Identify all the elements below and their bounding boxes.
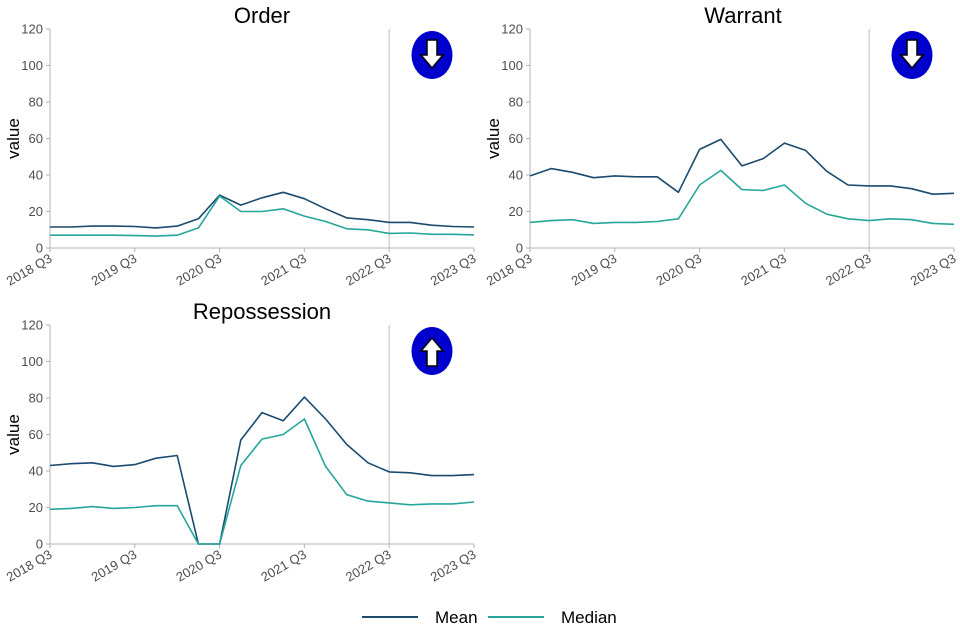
- series-line-median: [49, 418, 475, 545]
- series-line-median: [50, 195, 475, 237]
- arrow-up-icon: [411, 327, 453, 375]
- y-tick-label: 100: [21, 58, 43, 73]
- panel-warrant: Warrant value 0 20 40 60 80 100 120 2018 Q3 2019 Q…: [484, 3, 959, 289]
- x-tick-label: 2023 Q3: [428, 251, 479, 289]
- x-tick-label: 2023 Q3: [428, 547, 479, 585]
- y-tick-label: 20: [29, 204, 43, 219]
- y-tick-label: 100: [21, 354, 43, 369]
- x-tick-label: 2018 Q3: [484, 251, 535, 289]
- x-tick-label: 2019 Q3: [89, 547, 140, 585]
- y-axis-label: value: [4, 118, 23, 159]
- panel-order: Order value 0 20 40 60 80 100 120 2018 Q3 2019 Q3 2…: [4, 3, 479, 289]
- y-tick-label: 60: [29, 427, 43, 442]
- y-tick-label: 80: [29, 391, 43, 406]
- x-tick-label: 2022 Q3: [823, 251, 874, 289]
- series-line-mean: [49, 396, 475, 545]
- legend-median-label: Median: [561, 608, 617, 627]
- x-tick-label: 2022 Q3: [343, 251, 394, 289]
- x-tick-label: 2019 Q3: [569, 251, 620, 289]
- y-tick-label: 20: [509, 204, 523, 219]
- series-line-mean: [50, 191, 475, 229]
- panel-repossession: Repossession value 0 20 40 60 80 100 120 2018 Q3 2…: [4, 299, 479, 585]
- y-tick-label: 0: [516, 241, 523, 256]
- y-tick-label: 100: [501, 58, 523, 73]
- y-tick-label: 20: [29, 500, 43, 515]
- panel-title: Order: [234, 3, 290, 28]
- y-tick-label: 60: [29, 131, 43, 146]
- series-line-median: [529, 169, 955, 226]
- x-tick-label: 2020 Q3: [173, 251, 224, 289]
- y-tick-label: 80: [29, 95, 43, 110]
- y-tick-label: 40: [509, 168, 523, 183]
- y-axis-label: value: [4, 414, 23, 455]
- y-tick-label: 120: [21, 318, 43, 333]
- y-tick-label: 40: [29, 168, 43, 183]
- x-tick-label: 2021 Q3: [738, 251, 789, 289]
- y-axis-label: value: [484, 118, 503, 159]
- panel-title: Warrant: [704, 3, 781, 28]
- y-tick-label: 60: [509, 131, 523, 146]
- y-tick-label: 80: [509, 95, 523, 110]
- y-tick-label: 40: [29, 464, 43, 479]
- x-tick-label: 2023 Q3: [908, 251, 959, 289]
- legend: Mean Median: [362, 608, 617, 627]
- y-tick-label: 0: [36, 241, 43, 256]
- series-line-mean: [529, 138, 955, 195]
- x-tick-label: 2018 Q3: [4, 547, 55, 585]
- x-tick-label: 2021 Q3: [258, 251, 309, 289]
- panel-title: Repossession: [193, 299, 331, 324]
- x-tick-label: 2020 Q3: [173, 547, 224, 585]
- arrow-down-icon: [411, 31, 453, 79]
- y-tick-label: 0: [36, 537, 43, 552]
- x-tick-label: 2022 Q3: [343, 547, 394, 585]
- arrow-down-icon: [891, 31, 933, 79]
- x-tick-label: 2018 Q3: [4, 251, 55, 289]
- x-tick-label: 2019 Q3: [89, 251, 140, 289]
- x-tick-label: 2021 Q3: [258, 547, 309, 585]
- y-tick-label: 120: [501, 22, 523, 37]
- y-tick-label: 120: [21, 22, 43, 37]
- legend-mean-label: Mean: [435, 608, 478, 627]
- x-tick-label: 2020 Q3: [653, 251, 704, 289]
